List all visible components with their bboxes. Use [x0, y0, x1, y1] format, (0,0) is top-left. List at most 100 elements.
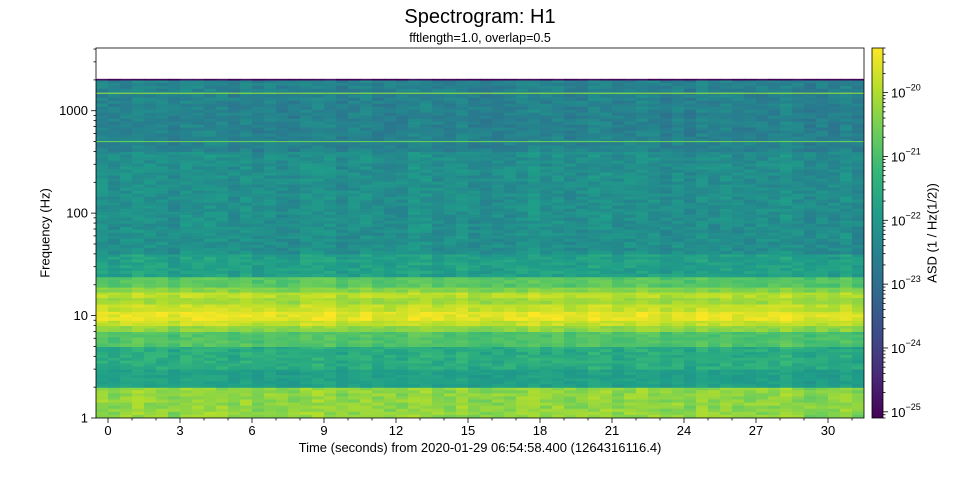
heatmap-cell [528, 340, 541, 345]
heatmap-cell [576, 178, 589, 183]
heatmap-cell [516, 166, 529, 171]
heatmap-cell [852, 157, 864, 162]
heatmap-cell [696, 328, 709, 333]
heatmap-cell [120, 366, 133, 370]
heatmap-cell [360, 294, 373, 299]
heatmap-cell [96, 259, 109, 264]
heatmap-cell [168, 322, 181, 327]
heatmap-cell [252, 363, 265, 367]
heatmap-cell [228, 280, 241, 285]
heatmap-cell [432, 405, 445, 410]
heatmap-cell [480, 202, 493, 207]
heatmap-cell [120, 317, 133, 321]
heatmap-cell [708, 199, 721, 204]
heatmap-cell [540, 178, 553, 183]
heatmap-cell [348, 352, 361, 356]
heatmap-cell [636, 190, 649, 195]
heatmap-cell [456, 384, 469, 388]
heatmap-cell [156, 157, 169, 162]
heatmap-cell [684, 322, 697, 327]
heatmap-cell [204, 163, 217, 168]
heatmap-cell [588, 166, 601, 171]
heatmap-cell [660, 331, 673, 336]
heatmap-cell [648, 270, 661, 275]
heatmap-cell [600, 414, 613, 418]
heatmap-cell [132, 352, 145, 356]
heatmap-cell [792, 283, 805, 288]
heatmap-cell [360, 384, 373, 388]
heatmap-cell [180, 270, 193, 275]
heatmap-cell [612, 163, 625, 168]
heatmap-cell [360, 265, 373, 269]
heatmap-cell [792, 256, 805, 261]
heatmap-cell [96, 178, 109, 183]
heatmap-cell [396, 193, 409, 198]
heatmap-cell [396, 378, 409, 382]
heatmap-cell [492, 303, 505, 309]
heatmap-cell [120, 273, 133, 278]
heatmap-cell [756, 154, 769, 159]
heatmap-cell [564, 265, 577, 269]
heatmap-cell [684, 331, 697, 336]
heatmap-cell [612, 199, 625, 204]
heatmap-cell [288, 202, 301, 207]
heatmap-cell [696, 190, 709, 195]
heatmap-cell [168, 303, 181, 309]
heatmap-cell [636, 163, 649, 168]
heatmap-cell [756, 193, 769, 198]
heatmap-cell [708, 166, 721, 171]
heatmap-cell [228, 291, 241, 296]
heatmap-cell [636, 387, 649, 391]
heatmap-cell [480, 414, 493, 418]
heatmap-cell [312, 175, 325, 180]
heatmap-cell [852, 317, 864, 321]
heatmap-cell [456, 217, 469, 222]
heatmap-cell [672, 363, 685, 367]
heatmap-cell [528, 289, 541, 293]
heatmap-cell [108, 343, 121, 347]
heatmap-cell [828, 303, 841, 309]
heatmap-cell [168, 184, 181, 189]
heatmap-cell [360, 352, 373, 356]
heatmap-cell [168, 169, 181, 174]
heatmap-cell [792, 311, 805, 315]
heatmap-cell [216, 346, 229, 350]
heatmap-cell [852, 375, 864, 379]
heatmap-cell [396, 270, 409, 275]
heatmap-cell [228, 297, 241, 302]
heatmap-cell [168, 160, 181, 165]
heatmap-cell [264, 253, 277, 258]
heatmap-cell [204, 208, 217, 213]
heatmap-cell [180, 157, 193, 162]
heatmap-cell [468, 354, 481, 359]
heatmap-cell [312, 205, 325, 210]
heatmap-cell [660, 268, 673, 272]
heatmap-cell [360, 349, 373, 353]
heatmap-cell [720, 387, 733, 391]
heatmap-cell [720, 160, 733, 165]
heatmap-cell [180, 384, 193, 388]
heatmap-cell [168, 187, 181, 192]
heatmap-cell [564, 163, 577, 168]
heatmap-cell [384, 217, 397, 222]
heatmap-cell [444, 320, 457, 324]
heatmap-cell [264, 217, 277, 222]
heatmap-cell [408, 340, 421, 345]
heatmap-cell [348, 211, 361, 216]
heatmap-cell [384, 256, 397, 261]
heatmap-cell [564, 184, 577, 189]
heatmap-cell [828, 375, 841, 379]
heatmap-cell [108, 352, 121, 356]
heatmap-cell [96, 390, 109, 394]
heatmap-cell [336, 325, 349, 330]
heatmap-cell [396, 311, 409, 315]
heatmap-cell [144, 399, 157, 404]
heatmap-cell [408, 214, 421, 219]
heatmap-cell [96, 276, 109, 281]
heatmap-cell [348, 265, 361, 269]
heatmap-cell [324, 178, 337, 183]
heatmap-cell [336, 414, 349, 418]
heatmap-cell [672, 337, 685, 342]
heatmap-cell [552, 256, 565, 261]
heatmap-cell [468, 157, 481, 162]
